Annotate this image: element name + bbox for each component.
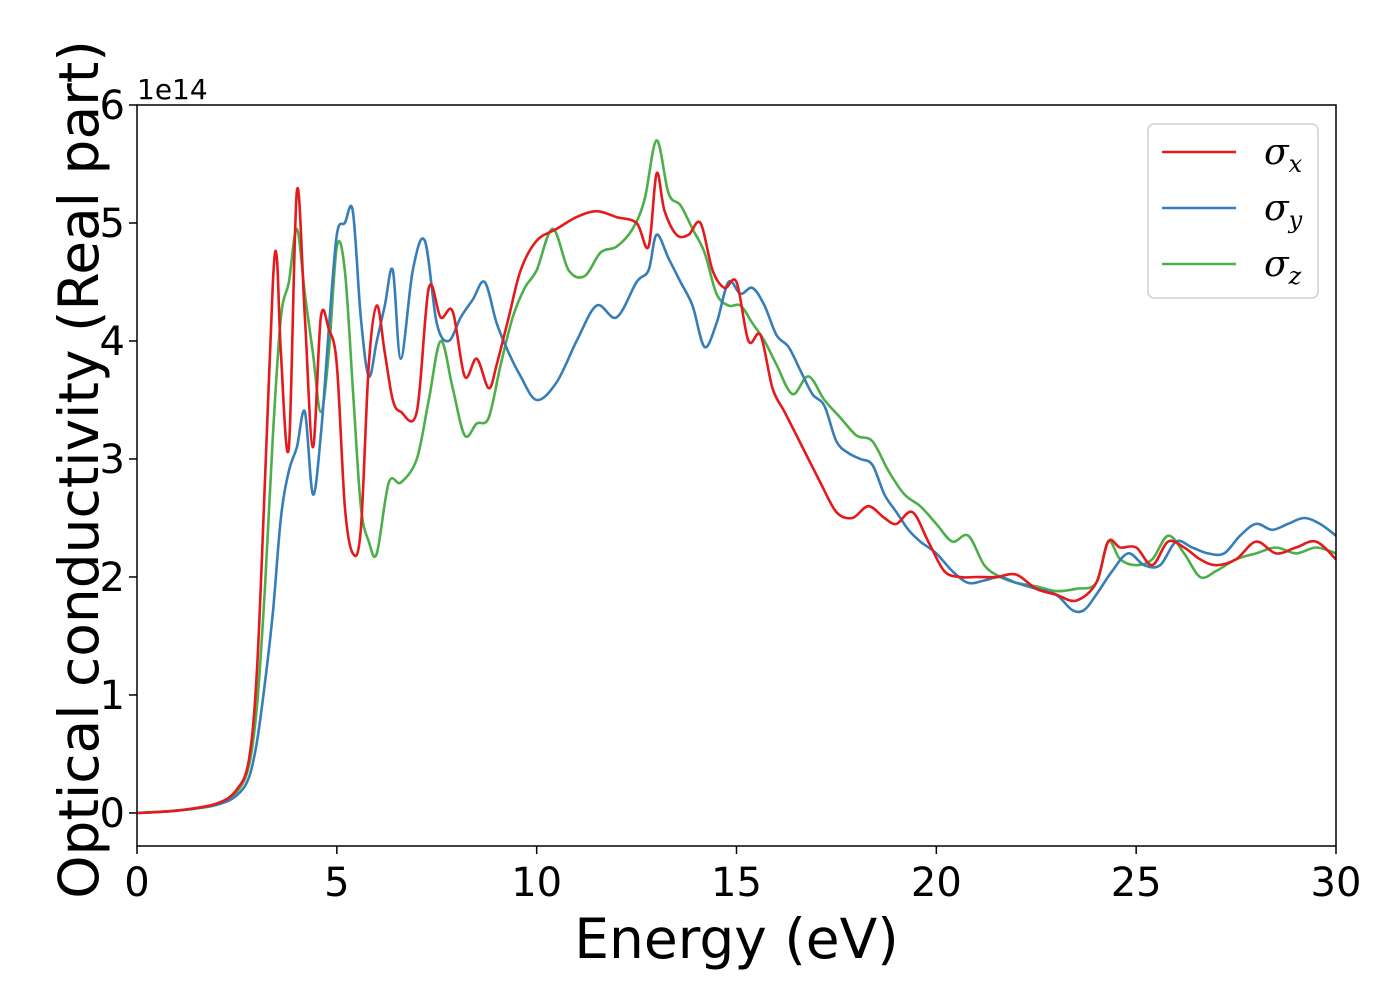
legend-label-x: σx	[1264, 132, 1303, 178]
y-tick-label: 3	[100, 437, 125, 483]
series-line-x	[137, 171, 1336, 815]
y-tick-label: 1	[100, 673, 125, 719]
x-tick-label: 5	[324, 860, 349, 906]
y-tick-label: 5	[100, 201, 125, 247]
legend-subscript: x	[1289, 150, 1303, 178]
legend-symbol: σ	[1264, 132, 1290, 173]
y-axis-offset-label: 1e14	[137, 73, 208, 106]
legend-subscript: y	[1288, 206, 1303, 234]
series-line-y	[137, 204, 1336, 815]
y-axis: 0 1 2 3 4 5 6	[100, 83, 137, 837]
y-tick-label: 4	[100, 319, 125, 365]
legend-subscript: z	[1288, 262, 1302, 290]
x-tick-label: 10	[511, 860, 562, 906]
series-layer	[137, 139, 1336, 815]
y-tick-label: 6	[100, 83, 125, 129]
x-tick-label: 20	[911, 860, 962, 906]
x-axis: 0 5 10 15 20 25 30	[124, 846, 1361, 906]
y-tick-label: 0	[100, 791, 125, 837]
y-axis-label: Optical conductivity (Real part)	[47, 40, 111, 899]
series-line-z	[137, 139, 1336, 815]
x-tick-label: 30	[1311, 860, 1362, 906]
legend-symbol: σ	[1264, 188, 1290, 229]
legend-symbol: σ	[1264, 244, 1290, 285]
legend-box	[1147, 123, 1319, 299]
y-tick-label: 2	[100, 555, 125, 601]
x-tick-label: 15	[711, 860, 762, 906]
x-axis-label: Energy (eV)	[574, 907, 898, 971]
x-tick-label: 0	[124, 860, 149, 906]
x-tick-label: 25	[1111, 860, 1162, 906]
legend-label-z: σz	[1264, 244, 1302, 290]
legend-label-y: σy	[1264, 188, 1303, 234]
